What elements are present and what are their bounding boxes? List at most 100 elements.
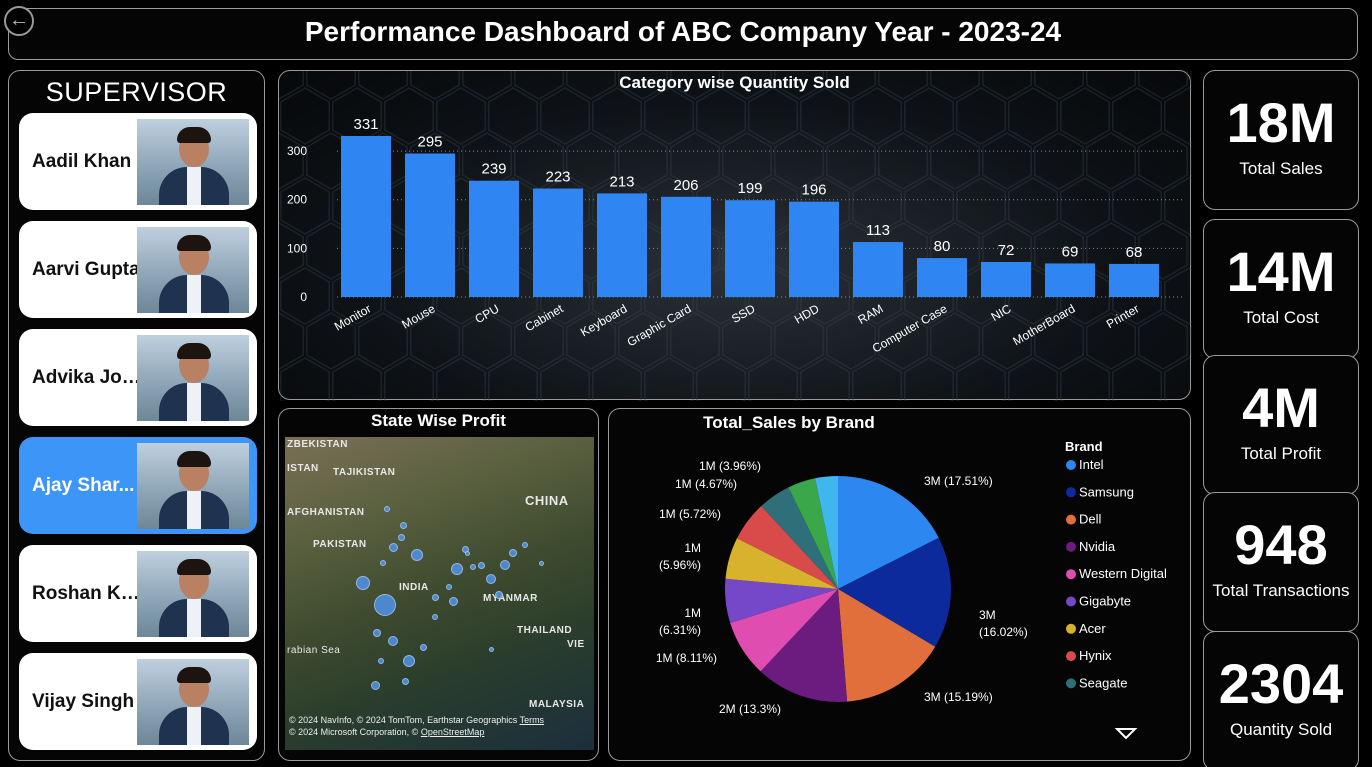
supervisor-card[interactable]: Roshan Ku... xyxy=(19,545,257,642)
map-label: THAILAND xyxy=(517,625,573,636)
map-label: ISTAN xyxy=(287,463,319,474)
map-profit-bubble[interactable] xyxy=(411,549,423,561)
pie-slice[interactable] xyxy=(760,589,848,702)
map-profit-bubble[interactable] xyxy=(495,591,503,599)
map-profit-bubble[interactable] xyxy=(403,655,415,667)
map-profit-bubble[interactable] xyxy=(448,596,458,606)
supervisor-name: Advika Jos... xyxy=(32,367,142,388)
bar[interactable] xyxy=(789,201,839,297)
bar-value-label: 113 xyxy=(866,222,890,239)
category-label: SSD xyxy=(729,301,758,326)
map-profit-bubble[interactable] xyxy=(388,636,398,646)
pie-slice[interactable] xyxy=(725,578,838,623)
kpi-label: Total Transactions xyxy=(1212,581,1350,600)
map-profit-bubble[interactable] xyxy=(432,614,438,620)
legend-item[interactable]: Dell xyxy=(1079,512,1102,527)
map-label: MYANMAR xyxy=(483,593,538,604)
map-profit-bubble[interactable] xyxy=(399,521,407,529)
supervisor-photo xyxy=(137,443,249,529)
bar[interactable] xyxy=(469,180,519,297)
legend-item[interactable]: Western Digital xyxy=(1079,566,1167,581)
pie-slice[interactable] xyxy=(737,506,838,589)
map-profit-bubble[interactable] xyxy=(486,574,496,584)
supervisor-card[interactable]: Ajay Shar... xyxy=(19,437,257,534)
slice-data-label: 3M (16.02%) xyxy=(979,608,1028,639)
bar-value-label: 206 xyxy=(673,177,698,194)
map-attribution-text: © 2024 NavInfo, © 2024 TomTom, Earthstar… xyxy=(289,715,518,725)
supervisor-name: Ajay Shar... xyxy=(32,475,135,496)
brand-pie-chart: 3M (17.51%) 3M (16.02%) 3M (15.19%) 2M (13.3… xyxy=(608,408,1191,761)
map-label: PAKISTAN xyxy=(313,539,367,550)
pie-slice[interactable] xyxy=(730,589,838,672)
category-label: RAM xyxy=(855,301,885,326)
map-profit-bubble[interactable] xyxy=(380,560,386,566)
map-profit-bubble[interactable] xyxy=(470,564,476,570)
bar-value-label: 80 xyxy=(934,238,951,255)
category-label: Graphic Card xyxy=(625,301,694,349)
back-button[interactable]: ← xyxy=(4,6,34,36)
map-profit-bubble[interactable] xyxy=(397,533,405,541)
pie-slice[interactable] xyxy=(838,476,939,589)
map-profit-bubble[interactable] xyxy=(431,593,439,601)
bar[interactable] xyxy=(1109,263,1159,297)
bar[interactable] xyxy=(661,196,711,297)
map-profit-bubble[interactable] xyxy=(451,563,463,575)
bar-value-label: 331 xyxy=(353,116,378,133)
legend-item[interactable]: Hynix xyxy=(1079,648,1112,663)
pie-slice[interactable] xyxy=(838,537,952,647)
map-canvas[interactable]: ZBEKISTAN ISTAN TAJIKISTAN AFGHANISTAN P… xyxy=(285,437,594,750)
supervisor-card[interactable]: Aarvi Gupta xyxy=(19,221,257,318)
bar[interactable] xyxy=(853,242,903,297)
bar[interactable] xyxy=(917,258,967,297)
map-profit-bubble[interactable] xyxy=(488,646,494,652)
bar[interactable] xyxy=(341,136,391,297)
map-profit-bubble[interactable] xyxy=(374,594,396,616)
supervisor-card[interactable]: Aadil Khan xyxy=(19,113,257,210)
bar[interactable] xyxy=(1045,263,1095,297)
supervisor-card[interactable]: Advika Jos... xyxy=(19,329,257,426)
pie-slice[interactable] xyxy=(788,478,839,589)
map-profit-bubble[interactable] xyxy=(500,560,510,570)
map-label: rabian Sea xyxy=(287,645,341,656)
map-profit-bubble[interactable] xyxy=(538,560,544,566)
kpi-card: 948 Total Transactions xyxy=(1203,492,1359,632)
legend-item[interactable]: Acer xyxy=(1079,621,1106,636)
map-profit-bubble[interactable] xyxy=(477,561,485,569)
map-profit-bubble[interactable] xyxy=(370,680,380,690)
map-profit-bubble[interactable] xyxy=(401,677,409,685)
bar[interactable] xyxy=(981,261,1031,297)
map-attribution: © 2024 NavInfo, © 2024 TomTom, Earthstar… xyxy=(289,715,544,725)
map-profit-bubble[interactable] xyxy=(419,643,427,651)
bar[interactable] xyxy=(725,200,775,297)
map-profit-bubble[interactable] xyxy=(356,576,370,590)
legend-item[interactable]: Nvidia xyxy=(1079,539,1116,554)
map-profit-bubble[interactable] xyxy=(522,542,528,548)
map-profit-bubble[interactable] xyxy=(378,658,384,664)
pie-slice[interactable] xyxy=(761,487,838,589)
map-profit-bubble[interactable] xyxy=(388,542,398,552)
map-profit-bubble[interactable] xyxy=(509,549,517,557)
legend-swatch xyxy=(1066,651,1076,662)
legend-item[interactable]: Gigabyte xyxy=(1079,594,1131,609)
bar[interactable] xyxy=(597,193,647,297)
bar[interactable] xyxy=(533,188,583,297)
kpi-value: 18M xyxy=(1226,91,1336,154)
map-profit-bubble[interactable] xyxy=(373,629,381,637)
map-profit-bubble[interactable] xyxy=(384,506,390,512)
bar[interactable] xyxy=(405,153,455,297)
map-terms-link[interactable]: Terms xyxy=(519,715,545,725)
pie-slice[interactable] xyxy=(838,589,936,702)
legend-item[interactable]: Seagate xyxy=(1079,675,1127,690)
supervisor-card[interactable]: Vijay Singh xyxy=(19,653,257,750)
osm-link[interactable]: OpenStreetMap xyxy=(420,727,485,737)
pie-slice[interactable] xyxy=(815,475,838,589)
legend-scroll-down-icon[interactable] xyxy=(1114,728,1138,740)
map-profit-bubble[interactable] xyxy=(446,584,452,590)
bar-value-label: 223 xyxy=(545,169,570,186)
map-profit-bubble[interactable] xyxy=(464,550,470,556)
legend-item[interactable]: Samsung xyxy=(1079,484,1134,499)
legend-swatch xyxy=(1066,487,1076,498)
pie-slice[interactable] xyxy=(725,538,839,589)
legend-item[interactable]: Intel xyxy=(1079,457,1104,472)
supervisor-photo xyxy=(137,227,249,313)
